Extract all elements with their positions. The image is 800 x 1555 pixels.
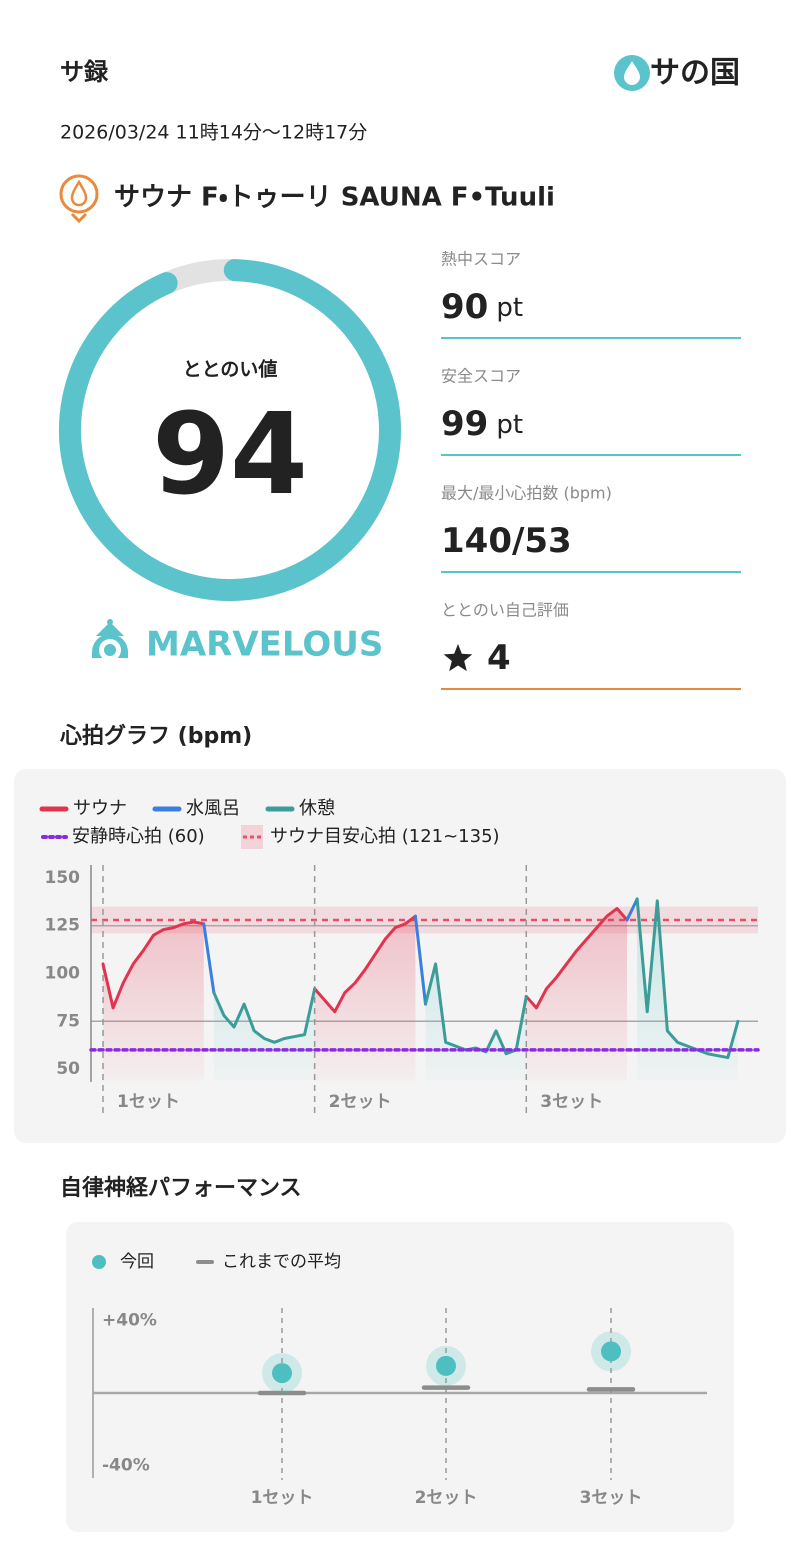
rating-icon bbox=[92, 619, 128, 661]
x-tick-label: 2セット bbox=[415, 1488, 478, 1508]
chart-panel bbox=[66, 1222, 734, 1532]
ring-progress bbox=[59, 259, 401, 601]
facility-name: サウナ F・トゥーリ SAUNA F•Tuuli bbox=[114, 183, 555, 213]
logo: サの国 bbox=[614, 55, 740, 91]
x-tick-label: 1セット bbox=[251, 1488, 314, 1508]
performance-chart: 今回 これまでの平均 +40% -40% 1セット 2セット 3セット bbox=[92, 1252, 707, 1508]
series-line bbox=[101, 907, 629, 1014]
set-label: 2セット bbox=[329, 1092, 392, 1112]
score-label: 熱中スコア bbox=[441, 250, 521, 269]
legend-label: 水風呂 bbox=[186, 798, 240, 819]
score-value: 140/53 bbox=[441, 521, 572, 561]
legend-label: 今回 bbox=[120, 1252, 154, 1272]
star-icon bbox=[443, 644, 473, 672]
score-unit: pt bbox=[496, 293, 523, 323]
y-tick-label: 150 bbox=[45, 868, 81, 888]
logo-text: サの国 bbox=[650, 56, 740, 91]
series-line bbox=[202, 897, 639, 1006]
score-label: ととのい値 bbox=[183, 359, 278, 381]
y-tick-label: -40% bbox=[102, 1455, 150, 1475]
score-number: 4 bbox=[487, 638, 511, 678]
section-title: 心拍グラフ (bpm) bbox=[59, 723, 252, 749]
scores: 熱中スコア 90 pt 安全スコア 99 pt 最大/最小心拍数 (bpm) 140/53 とと… bbox=[441, 250, 741, 690]
rating: MARVELOUS bbox=[146, 625, 383, 665]
score-label: 最大/最小心拍数 (bpm) bbox=[441, 484, 612, 503]
score-number: 90 bbox=[441, 287, 488, 327]
legend-label: サウナ目安心拍 (121~135) bbox=[270, 826, 500, 847]
y-tick-label: 75 bbox=[56, 1011, 80, 1031]
score-value: 4 bbox=[487, 638, 511, 678]
series-area bbox=[103, 908, 628, 1081]
legend-label: 休憩 bbox=[299, 798, 335, 819]
score-number: 99 bbox=[441, 404, 488, 444]
current-dot bbox=[601, 1341, 621, 1362]
section-title: 自律神経パフォーマンス bbox=[60, 1175, 302, 1201]
ring bbox=[59, 259, 401, 601]
logo-drop bbox=[624, 61, 640, 85]
datetime: 2026/03/24 11時14分〜12時17分 bbox=[60, 122, 367, 144]
score-number: 140/53 bbox=[441, 521, 572, 561]
score-label: ととのい自己評価 bbox=[441, 601, 569, 620]
y-tick-label: 125 bbox=[45, 916, 81, 936]
x-tick-label: 3セット bbox=[580, 1488, 643, 1508]
facility-icon bbox=[59, 174, 99, 224]
score-value: 99 pt bbox=[441, 404, 523, 444]
y-tick-label: +40% bbox=[102, 1311, 157, 1331]
legend-label: サウナ bbox=[73, 798, 127, 819]
y-tick-label: 50 bbox=[56, 1059, 80, 1079]
set-label: 3セット bbox=[540, 1092, 603, 1112]
series-line bbox=[212, 897, 740, 1060]
current-dot bbox=[436, 1355, 456, 1376]
legend-label: これまでの平均 bbox=[222, 1252, 341, 1272]
y-tick-label: 100 bbox=[45, 964, 81, 984]
score-value: 90 pt bbox=[441, 287, 523, 327]
score-unit: pt bbox=[496, 410, 523, 440]
legend-swatch bbox=[92, 1255, 106, 1269]
score-value: 94 bbox=[152, 390, 308, 520]
score-label: 安全スコア bbox=[441, 367, 521, 386]
app-title: サ録 bbox=[60, 58, 109, 86]
series-area bbox=[213, 898, 738, 1081]
legend-label: 安静時心拍 (60) bbox=[72, 826, 205, 847]
current-dot bbox=[272, 1363, 292, 1384]
set-label: 1セット bbox=[117, 1092, 180, 1112]
